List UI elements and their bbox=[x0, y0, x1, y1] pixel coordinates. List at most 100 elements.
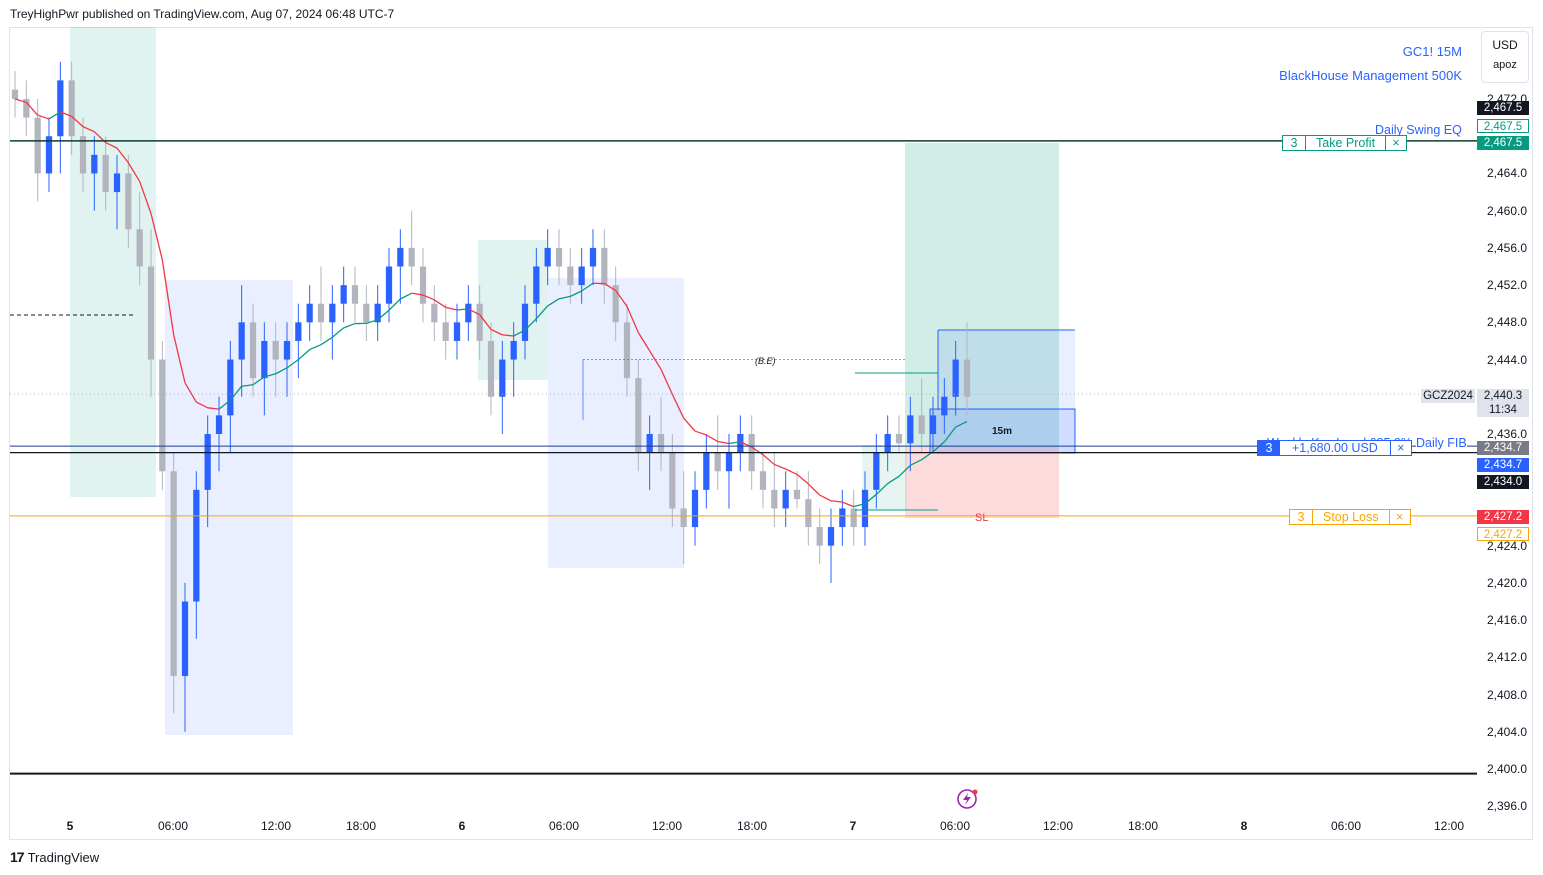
chart-pane[interactable] bbox=[9, 27, 1533, 840]
take-profit-close-icon[interactable]: × bbox=[1385, 136, 1406, 150]
time-tick: 06:00 bbox=[939, 819, 971, 833]
candle-body bbox=[272, 340, 279, 360]
ma-segment bbox=[71, 115, 84, 128]
price-tick: 2,448.0 bbox=[1487, 315, 1528, 330]
loss-zone bbox=[905, 448, 1059, 518]
ma-segment bbox=[694, 430, 707, 436]
candle-body bbox=[204, 434, 211, 490]
candle-body bbox=[181, 601, 189, 676]
ma-segment bbox=[161, 259, 175, 335]
candle-body bbox=[907, 415, 914, 444]
price-tick: 2,408.0 bbox=[1487, 687, 1528, 702]
break-even-label: (B.E) bbox=[755, 356, 776, 366]
candle-body bbox=[79, 136, 87, 174]
ma-segment bbox=[422, 294, 435, 301]
candle-body bbox=[578, 266, 585, 286]
ma-segment bbox=[490, 328, 503, 336]
ma-segment bbox=[524, 318, 537, 331]
ma-segment bbox=[196, 401, 208, 409]
ma-segment bbox=[331, 327, 345, 338]
stop-loss-close-icon[interactable]: × bbox=[1388, 510, 1410, 524]
badge-symbol: GCZ2024 bbox=[1421, 389, 1475, 403]
tradingview-logo-icon: 17 bbox=[10, 849, 25, 865]
candle-body bbox=[431, 303, 438, 323]
ma-segment bbox=[388, 298, 401, 311]
ma-segment bbox=[275, 367, 288, 375]
candle-body bbox=[317, 303, 325, 323]
candle-body bbox=[476, 303, 483, 341]
time-tick: 06:00 bbox=[1330, 819, 1362, 833]
price-tick: 2,444.0 bbox=[1487, 352, 1528, 367]
price-tick: 2,456.0 bbox=[1487, 240, 1528, 255]
candle-body bbox=[68, 80, 75, 137]
candle-body bbox=[623, 322, 631, 379]
badge-stop-loss-outline: 2,427.2 bbox=[1477, 527, 1529, 541]
price-tick: 2,412.0 bbox=[1487, 650, 1528, 665]
scale-mode: apoz bbox=[1493, 59, 1517, 71]
ma-segment bbox=[807, 483, 821, 496]
price-tick: 2,452.0 bbox=[1487, 278, 1528, 293]
candle-body bbox=[646, 434, 653, 453]
candle-body bbox=[374, 303, 381, 323]
ma-segment bbox=[502, 334, 514, 337]
candle-body bbox=[57, 80, 64, 137]
candle-body bbox=[771, 489, 778, 509]
ma-segment bbox=[433, 299, 447, 308]
currency-selector[interactable]: USD apoz bbox=[1481, 31, 1529, 83]
ma-segment bbox=[48, 111, 61, 120]
candle-body bbox=[635, 378, 642, 453]
ma-segment bbox=[728, 441, 741, 445]
ma-segment bbox=[116, 147, 129, 164]
position-pnl: +1,680.00 USD bbox=[1292, 441, 1378, 455]
candle-body bbox=[11, 89, 19, 99]
ma-segment bbox=[660, 368, 673, 395]
badge-top-black: 2,467.5 bbox=[1477, 101, 1529, 115]
ma-segment bbox=[842, 501, 854, 508]
candle-body bbox=[283, 340, 291, 360]
tradingview-logo[interactable]: 17 TradingView bbox=[10, 849, 99, 865]
stop-loss-order[interactable]: 3 Stop Loss × bbox=[1289, 509, 1411, 525]
candle-body bbox=[487, 340, 495, 397]
stop-loss-qty: 3 bbox=[1290, 510, 1313, 524]
candle-body bbox=[816, 527, 823, 546]
ma-segment bbox=[943, 426, 957, 443]
time-tick: 8 bbox=[1240, 819, 1248, 833]
chart-legend: GC1! 15M BlackHouse Management 500K bbox=[1279, 40, 1462, 88]
demand-zone-1 bbox=[70, 27, 156, 497]
candle-body bbox=[295, 322, 302, 341]
candle-body bbox=[725, 452, 733, 472]
ma-segment bbox=[127, 162, 141, 182]
ma-segment bbox=[264, 373, 276, 378]
ma-segment bbox=[229, 385, 243, 401]
time-tick: 06:00 bbox=[157, 819, 189, 833]
candle-body bbox=[544, 247, 551, 267]
take-profit-order[interactable]: 3 Take Profit × bbox=[1282, 135, 1408, 151]
time-tick: 12:00 bbox=[651, 819, 683, 833]
ma-segment bbox=[445, 306, 458, 311]
timeframe-label: 15m bbox=[992, 426, 1012, 437]
candles-group bbox=[11, 61, 971, 732]
position-order[interactable]: 3 +1,680.00 USD × bbox=[1257, 440, 1412, 456]
stop-loss-label: Stop Loss bbox=[1323, 510, 1379, 524]
price-tick: 2,420.0 bbox=[1487, 575, 1528, 590]
candle-body bbox=[714, 452, 721, 472]
ma-segment bbox=[252, 376, 265, 386]
price-tick: 2,460.0 bbox=[1487, 203, 1528, 218]
candle-body bbox=[589, 247, 597, 267]
candle-body bbox=[453, 322, 461, 341]
ma-segment bbox=[671, 393, 685, 419]
position-close-icon[interactable]: × bbox=[1389, 441, 1411, 455]
ma-segment bbox=[570, 290, 582, 297]
ma-segment bbox=[581, 282, 594, 292]
ma-segment bbox=[207, 407, 220, 410]
ma-segment bbox=[377, 309, 390, 321]
price-tick: 2,436.0 bbox=[1487, 427, 1528, 441]
candle-body bbox=[521, 303, 529, 341]
badge-top-outline: 2,467.5 bbox=[1477, 119, 1529, 133]
candle-body bbox=[533, 266, 540, 304]
ma-segment bbox=[615, 290, 628, 307]
daily-fib-label: Daily FIB bbox=[1416, 436, 1467, 450]
candle-body bbox=[861, 489, 869, 528]
badge-position-gray: 2,434.7 bbox=[1477, 441, 1529, 455]
